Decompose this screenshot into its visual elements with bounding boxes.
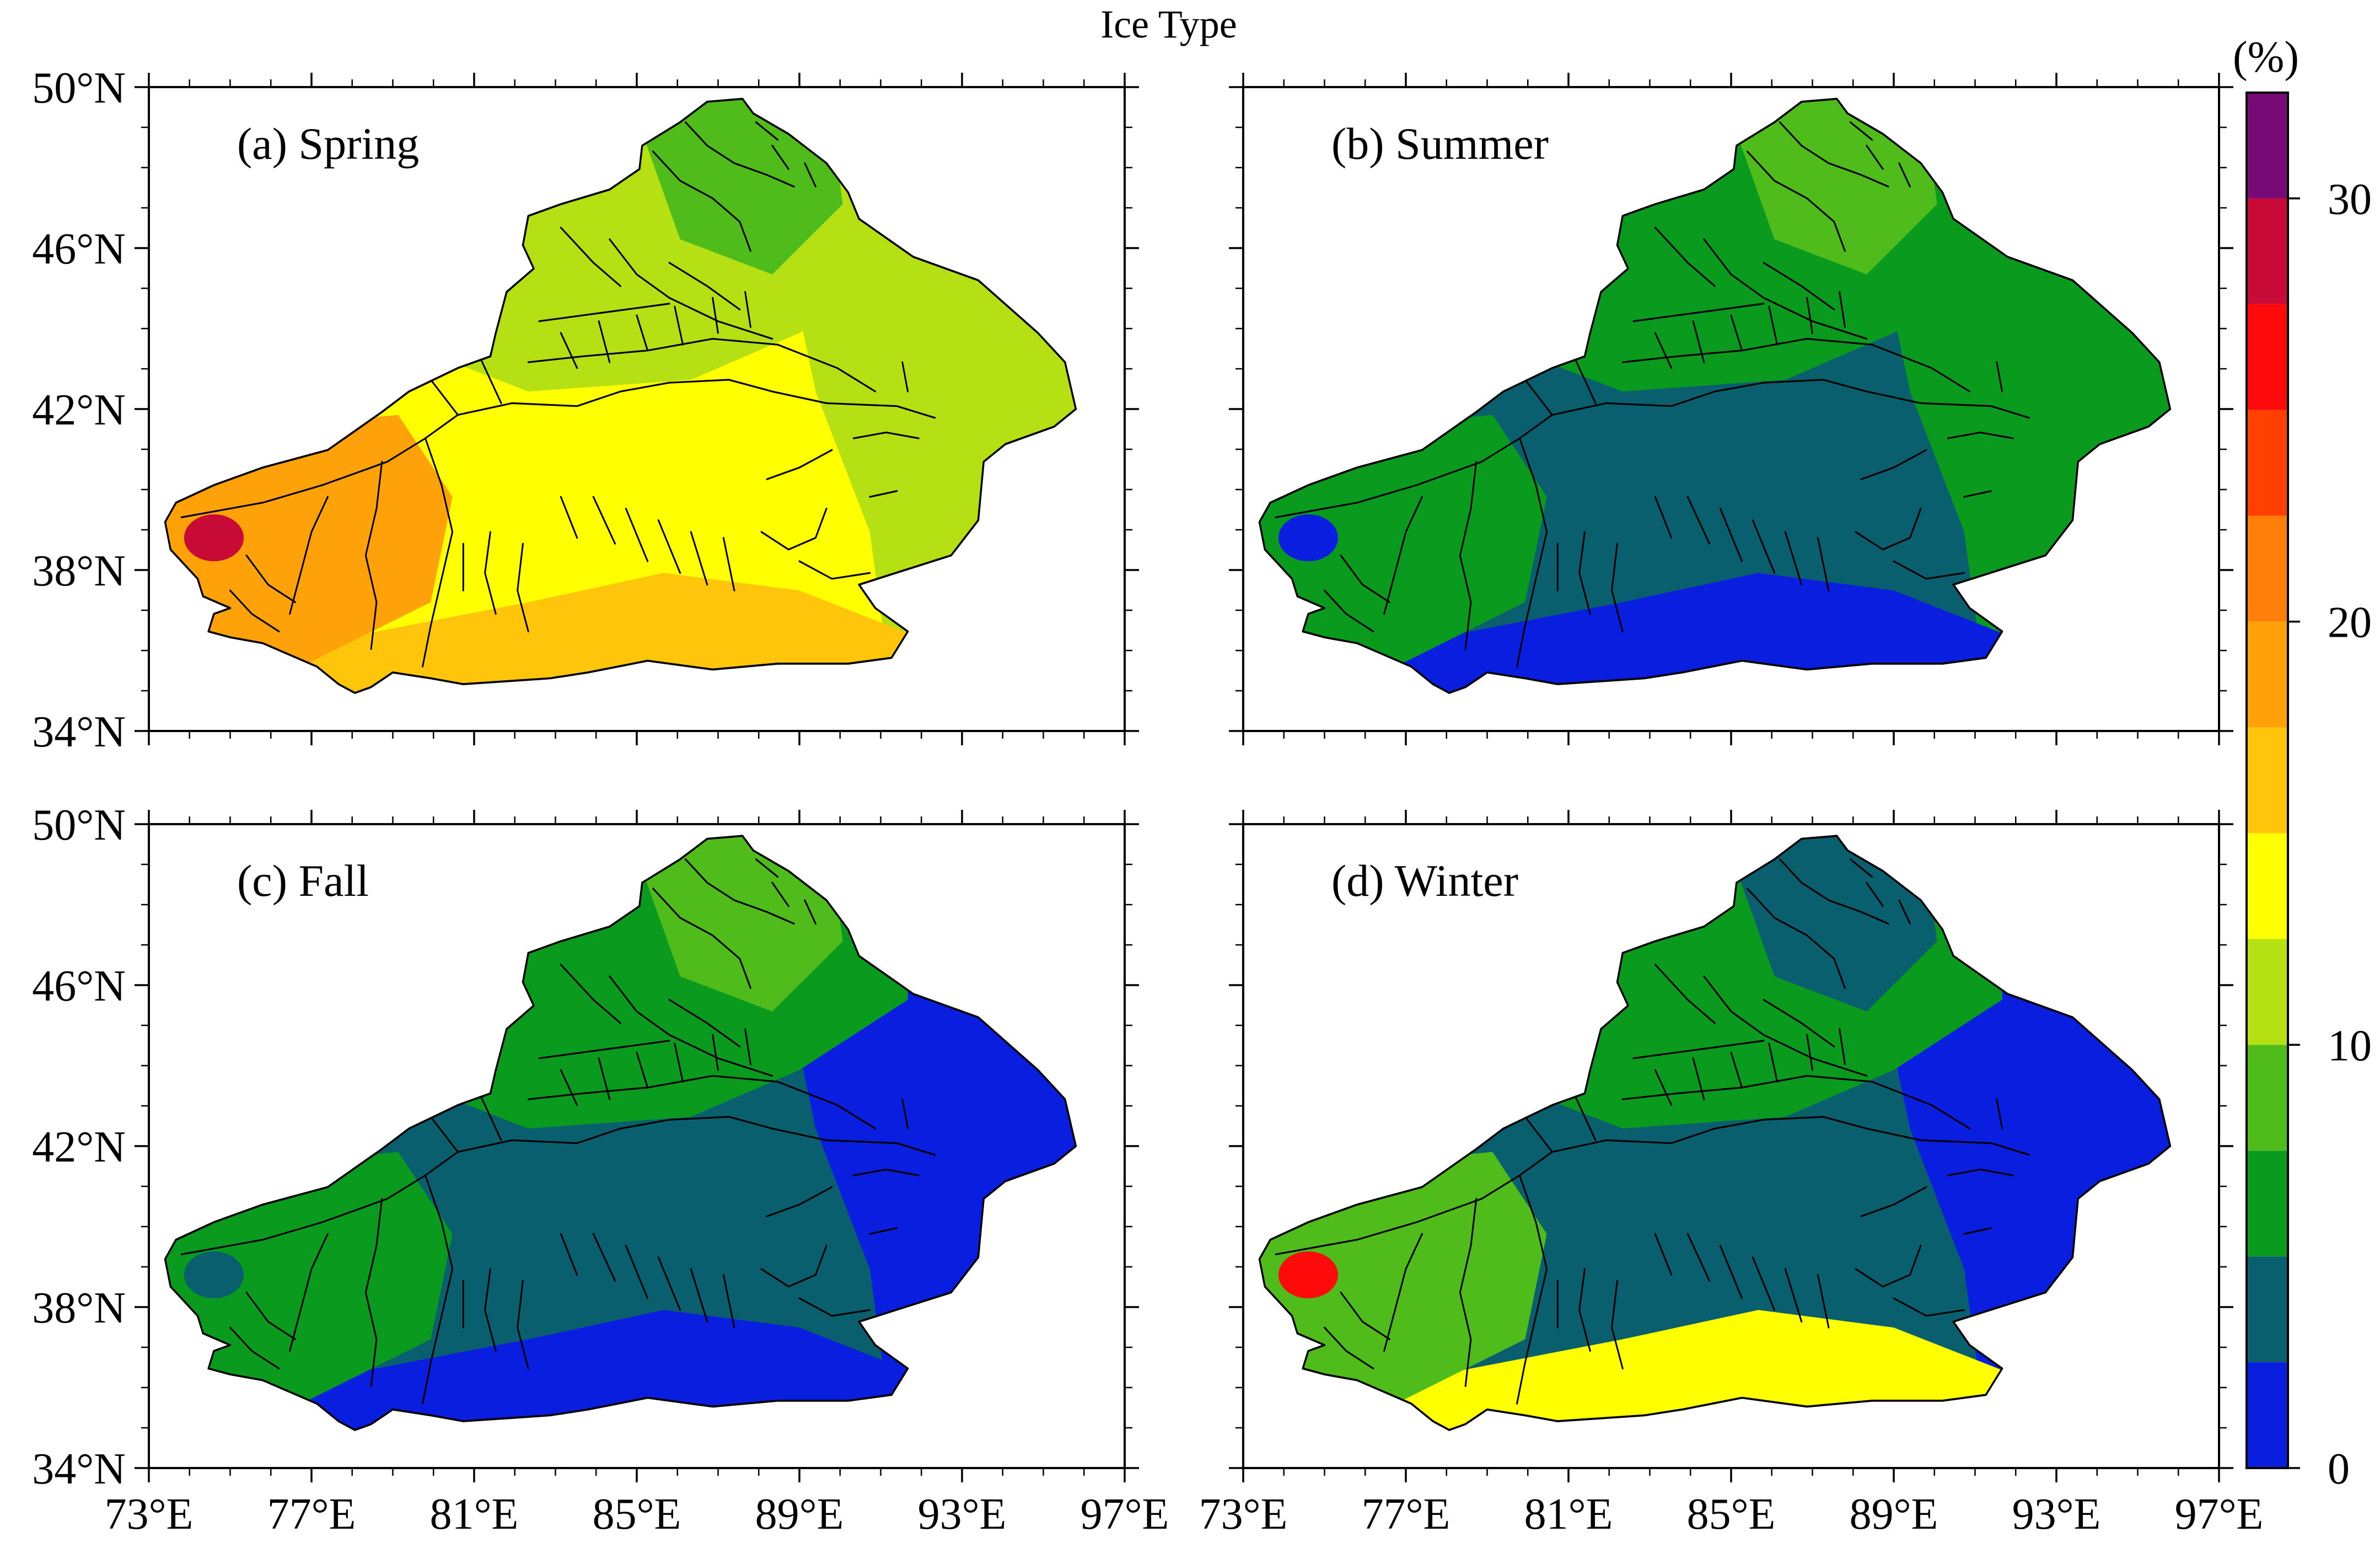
lon-label: 77°E: [267, 1490, 356, 1539]
lon-label: 77°E: [1362, 1490, 1450, 1539]
map-panel-a: 50°N 46°N 42°N 38°N 34°N (a) Spring: [32, 64, 1139, 756]
colorbar-swatch: [2247, 198, 2288, 304]
colorbar-tick-label: 10: [2328, 1022, 2372, 1070]
lat-label: 50°N: [32, 801, 126, 850]
zone-hotspot: [1278, 514, 1339, 562]
colorbar-swatch: [2247, 515, 2288, 622]
panels: 50°N 46°N 42°N 38°N 34°N (a) Spring (b) Summer…: [32, 64, 2263, 1539]
colorbar-swatches: [2245, 92, 2289, 1469]
figure-title: Ice Type: [1100, 2, 1237, 46]
lat-label: 42°N: [32, 386, 126, 434]
zone-hotspot: [1278, 1251, 1339, 1299]
panel-label: (b) Summer: [1331, 119, 1549, 169]
axis-ticks: [135, 810, 1139, 1482]
axis-ticks: [1229, 810, 2233, 1482]
colorbar-swatch: [2247, 304, 2288, 410]
colorbar: 0 10 20 30 (%): [2233, 33, 2372, 1493]
lon-label: 81°E: [1524, 1490, 1613, 1539]
lon-label: 89°E: [1850, 1490, 1938, 1539]
colorbar-tick-label: 0: [2328, 1445, 2350, 1493]
panel-label: (c) Fall: [237, 856, 369, 906]
lat-label: 38°N: [32, 547, 126, 595]
panel-label: (a) Spring: [237, 119, 419, 169]
colorbar-swatch: [2247, 93, 2288, 198]
shaded-field: [165, 836, 1076, 1430]
lon-label: 73°E: [105, 1490, 194, 1539]
colorbar-tick-label: 30: [2328, 175, 2372, 224]
axis-ticks: [135, 73, 1139, 745]
lon-label: 93°E: [918, 1490, 1007, 1539]
lon-label: 97°E: [1081, 1490, 1169, 1539]
lon-label: 85°E: [1687, 1490, 1776, 1539]
colorbar-ticks: 0 10 20 30: [2288, 175, 2372, 1493]
axis-ticks: [1229, 73, 2233, 745]
lat-label: 42°N: [32, 1123, 126, 1171]
colorbar-swatch: [2247, 621, 2288, 728]
lat-label: 38°N: [32, 1284, 126, 1332]
colorbar-swatch: [2247, 1256, 2288, 1363]
colorbar-swatch: [2247, 939, 2288, 1045]
region-map: [1258, 835, 2172, 1431]
colorbar-swatch: [2247, 1045, 2288, 1151]
shaded-field: [1259, 836, 2171, 1430]
region-map: [164, 98, 1077, 694]
zone-hotspot: [184, 1251, 244, 1299]
lat-label: 50°N: [32, 64, 126, 112]
lat-label: 34°N: [32, 708, 126, 756]
colorbar-swatch: [2247, 1362, 2288, 1468]
colorbar-unit: (%): [2233, 33, 2299, 82]
colorbar-swatch: [2247, 410, 2288, 516]
shaded-field: [165, 99, 1076, 693]
lat-label: 46°N: [32, 225, 126, 273]
lat-label: 34°N: [32, 1445, 126, 1493]
map-panel-b: (b) Summer: [1229, 73, 2233, 745]
map-panel-c: 50°N 46°N 42°N 38°N 34°N73°E 77°E 81°E 85°E 89°E…: [32, 801, 1169, 1539]
colorbar-swatch: [2247, 1151, 2288, 1257]
lon-label: 73°E: [1199, 1490, 1288, 1539]
colorbar-swatch: [2247, 833, 2288, 939]
map-panel-d: 73°E 77°E 81°E 85°E 89°E 93°E 97°E (d) Winter: [1199, 810, 2264, 1539]
region-map: [1258, 98, 2172, 694]
shaded-field: [1259, 99, 2171, 693]
colorbar-tick-label: 20: [2328, 599, 2372, 647]
zone-hotspot: [184, 514, 244, 562]
region-map: [164, 835, 1077, 1431]
lon-label: 81°E: [430, 1490, 519, 1539]
colorbar-swatch: [2247, 727, 2288, 834]
lon-label: 85°E: [593, 1490, 681, 1539]
colorbar-frame: [2245, 92, 2289, 1469]
lon-label: 93°E: [2012, 1490, 2101, 1539]
lon-label: 89°E: [755, 1490, 844, 1539]
lat-label: 46°N: [32, 962, 126, 1010]
lon-label: 97°E: [2175, 1490, 2264, 1539]
panel-label: (d) Winter: [1331, 856, 1518, 906]
